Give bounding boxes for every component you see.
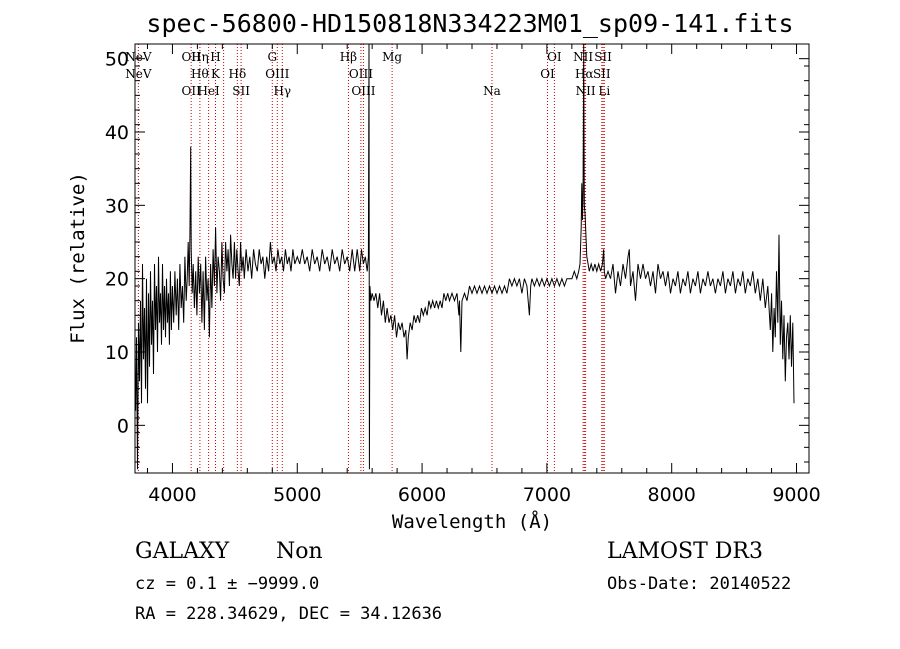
survey-name: LAMOST DR3 xyxy=(607,539,763,564)
line-marker-label: Mg xyxy=(382,50,402,64)
line-marker-label: Hα xyxy=(575,67,594,81)
x-tick-label: 7000 xyxy=(523,484,571,506)
line-marker-label: SII xyxy=(232,84,250,98)
line-marker-label: G xyxy=(267,50,277,64)
line-marker-label: Hγ xyxy=(273,84,291,98)
x-tick-label: 8000 xyxy=(648,484,696,506)
y-tick-label: 20 xyxy=(105,269,129,291)
y-tick-label: 10 xyxy=(105,342,129,364)
object-class: GALAXY xyxy=(135,539,230,564)
line-marker-label: OII xyxy=(182,50,202,64)
line-marker-label: Hη xyxy=(191,50,209,64)
line-marker-label: Na xyxy=(483,84,501,98)
redshift-line: cz = 0.1 ± −9999.0 xyxy=(135,574,319,594)
line-marker-label: Li xyxy=(598,84,610,98)
line-marker-label: NeV xyxy=(125,50,152,64)
line-marker-label: Hθ xyxy=(191,67,209,81)
line-marker-label: OII xyxy=(182,84,202,98)
line-marker-label: OIII xyxy=(265,67,289,81)
x-tick-label: 4000 xyxy=(148,484,196,506)
line-marker-label: NII xyxy=(576,84,596,98)
observation-date: Obs-Date: 20140522 xyxy=(607,574,791,594)
y-tick-label: 40 xyxy=(105,122,129,144)
spectrum-line xyxy=(135,43,795,470)
line-marker-label: K xyxy=(211,67,221,81)
x-tick-label: 9000 xyxy=(772,484,820,506)
x-axis-ticks: 4000 5000 6000 7000 8000 9000 xyxy=(146,44,821,506)
y-tick-label: 30 xyxy=(105,195,129,217)
emission-line-markers xyxy=(137,44,605,473)
spectrum-series xyxy=(135,43,795,470)
y-tick-label: 0 xyxy=(117,415,129,437)
y-tick-label: 50 xyxy=(105,49,129,71)
line-marker-label: SII xyxy=(594,50,612,64)
line-marker-label: OIII xyxy=(349,67,373,81)
line-marker-label: Hδ xyxy=(228,67,246,81)
line-marker-label: OIII xyxy=(351,84,375,98)
x-axis-label: Wavelength (Å) xyxy=(392,510,552,533)
coordinates-line: RA = 228.34629, DEC = 34.12636 xyxy=(135,604,442,624)
y-axis-label: Flux (relative) xyxy=(67,172,89,344)
line-marker-label: Hβ xyxy=(340,50,357,64)
chart-title: spec-56800-HD150818N334223M01_sp09-141.f… xyxy=(146,9,793,38)
x-tick-label: 5000 xyxy=(273,484,321,506)
x-tick-label: 6000 xyxy=(398,484,446,506)
line-marker-label: H xyxy=(210,50,220,64)
line-marker-label: SII xyxy=(593,67,611,81)
line-marker-label: OI xyxy=(540,67,555,81)
line-marker-label: NeV xyxy=(125,67,152,81)
y-axis-ticks: 0 10 20 30 40 50 xyxy=(105,49,809,463)
line-marker-label: HeI xyxy=(197,84,220,98)
line-marker-label: OI xyxy=(547,50,562,64)
object-subclass: Non xyxy=(276,539,323,564)
